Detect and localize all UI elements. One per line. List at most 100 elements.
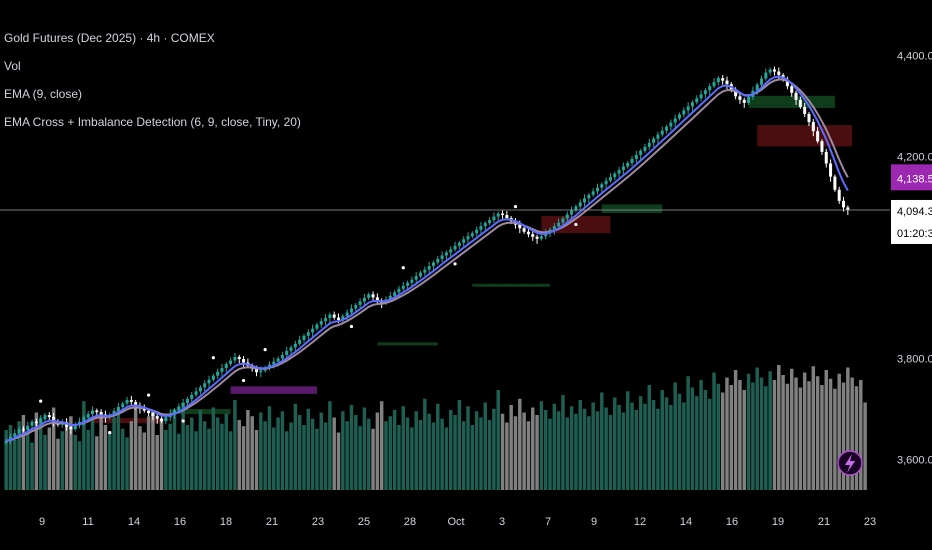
fvg-bear-zone [92, 418, 162, 424]
candle-body [673, 118, 677, 123]
volume-bar [60, 431, 64, 490]
candle-body [52, 417, 56, 422]
volume-bar [656, 408, 660, 490]
volume-bar [418, 420, 423, 490]
volume-bar [664, 397, 669, 490]
fvg-bull-zone [472, 283, 551, 287]
candle-body [319, 321, 323, 325]
candle-body [608, 177, 612, 181]
candle-body [613, 173, 617, 178]
time-tick-label: 19 [772, 516, 784, 528]
volume-bar [8, 425, 13, 490]
candle-body [755, 84, 759, 91]
lightning-icon[interactable] [837, 450, 863, 476]
time-tick-label: 11 [82, 516, 93, 528]
candle-body [328, 314, 332, 319]
symbol-title[interactable]: Gold Futures (Dec 2025) · 4h · COMEX [4, 31, 215, 45]
candle-body [311, 328, 315, 333]
time-tick-label: 16 [726, 516, 738, 528]
volume-bar [613, 397, 617, 490]
volume-bar [159, 418, 164, 490]
candle-body [833, 176, 837, 190]
cross-signal-marker [211, 356, 215, 360]
candle-body [99, 412, 103, 415]
volume-bar [358, 426, 362, 490]
candle-body [811, 122, 815, 132]
candle-body [842, 200, 846, 208]
volume-bar [151, 411, 155, 490]
volume-bar [720, 392, 725, 490]
candle-body [634, 154, 638, 159]
volume-bar [591, 402, 595, 490]
volume-bar [526, 421, 531, 490]
volume-bar [759, 377, 764, 490]
time-tick-label: 21 [266, 516, 278, 528]
volume-bar [86, 430, 90, 490]
candle-body [798, 99, 802, 107]
volume-bar [712, 372, 716, 490]
candle-body [816, 131, 820, 142]
volume-bar [34, 412, 39, 490]
candle-body [43, 415, 47, 420]
candle-body [686, 106, 690, 111]
chart-legend: Gold Futures (Dec 2025) · 4h · COMEX Vol… [4, 24, 301, 136]
volume-bar [569, 406, 574, 490]
countdown-label: 01:20:32 [897, 228, 932, 240]
candle-body [293, 343, 297, 348]
volume-bar [194, 431, 198, 490]
volume-bar [470, 425, 475, 490]
volume-bar [289, 422, 293, 490]
volume-bar [638, 396, 643, 490]
volume-bar [164, 430, 168, 490]
volume-bar [522, 412, 526, 490]
candle-body [419, 272, 423, 277]
volume-bar [142, 432, 147, 490]
volume-bar [582, 408, 587, 490]
volume-bar [595, 411, 600, 490]
volume-bar [828, 378, 833, 490]
volume-bar [228, 431, 233, 490]
time-tick-label: 23 [312, 516, 324, 528]
volume-bar [367, 418, 371, 490]
volume-bar [69, 416, 73, 490]
legend-ema[interactable]: EMA (9, close) [4, 87, 83, 101]
volume-bar [850, 377, 854, 490]
volume-bar [794, 377, 798, 490]
volume-bar [246, 410, 250, 490]
volume-bar [798, 387, 803, 490]
volume-bar [427, 413, 431, 490]
volume-bar [13, 440, 17, 490]
candle-body [695, 98, 699, 103]
volume-bar [608, 415, 613, 490]
candle-body [531, 234, 535, 237]
volume-bar [17, 421, 21, 490]
ema-fast-line [5, 75, 849, 442]
candle-body [151, 413, 155, 417]
volume-bar [207, 428, 211, 490]
volume-bar [807, 381, 811, 490]
candle-body [397, 288, 401, 293]
cross-signal-marker [241, 378, 246, 383]
cross-signal-marker [513, 205, 518, 209]
volume-bar [859, 380, 863, 490]
volume-bar [690, 387, 695, 490]
candle-body [462, 239, 466, 243]
candle-body [453, 245, 457, 250]
volume-bar [116, 410, 121, 490]
volume-bar [297, 415, 302, 490]
volume-bar [518, 398, 522, 490]
volume-bar [146, 416, 151, 490]
ema-lines [5, 75, 849, 442]
legend-indicator[interactable]: EMA Cross + Imbalance Detection (6, 9, c… [4, 115, 301, 129]
volume-bar [120, 428, 125, 490]
volume-bar [90, 420, 95, 490]
legend-volume[interactable]: Vol [4, 59, 21, 73]
volume-bar [267, 406, 272, 490]
volume-bar [215, 417, 220, 490]
volume-bar [319, 412, 323, 490]
cross-signals [39, 205, 578, 435]
volume-bar [125, 437, 129, 490]
candle-body [414, 276, 418, 280]
